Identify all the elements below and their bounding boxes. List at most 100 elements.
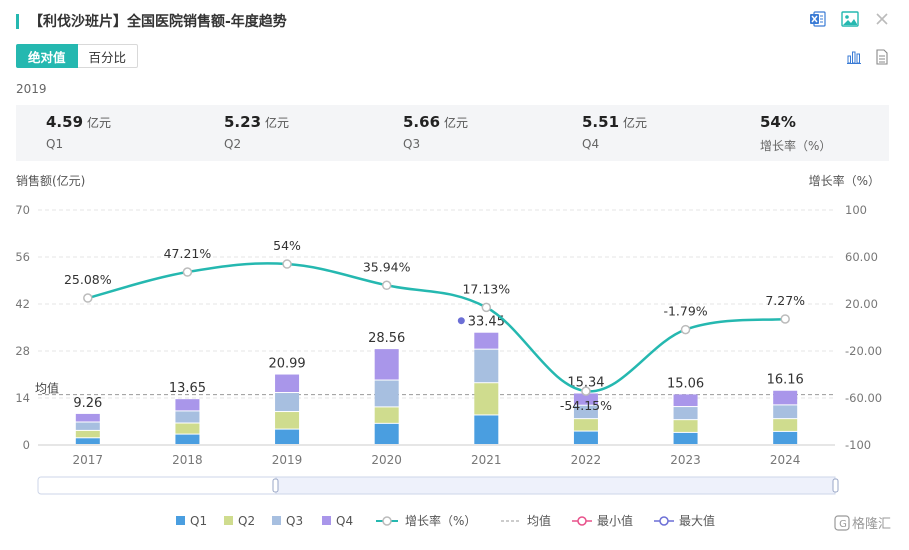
bar-segment-q1[interactable] (175, 434, 200, 444)
bar-segment-q2[interactable] (474, 383, 499, 415)
growth-label: 47.21% (164, 246, 212, 261)
growth-point[interactable] (680, 324, 691, 335)
growth-point[interactable] (182, 267, 193, 277)
bar-segment-q3[interactable] (573, 405, 598, 419)
summary-value: 5.51 (582, 113, 620, 131)
bar-chart-icon[interactable] (845, 48, 863, 66)
summary-unit: 亿元 (623, 116, 648, 130)
bar-segment-q3[interactable] (374, 380, 399, 407)
summary-value: 5.66 (403, 113, 441, 131)
bar-segment-q1[interactable] (75, 438, 100, 444)
growth-point[interactable] (481, 302, 492, 313)
growth-label: 54% (273, 238, 301, 253)
table-view-icon[interactable] (873, 48, 891, 66)
y2-tick-label: -100 (845, 438, 871, 452)
bar-segment-q4[interactable] (673, 394, 698, 407)
growth-point[interactable] (581, 386, 591, 396)
bar-segment-q2[interactable] (374, 407, 399, 423)
x-tick-label: 2017 (73, 453, 104, 467)
growth-label: 25.08% (64, 272, 112, 287)
zoom-slider-handle-left[interactable] (272, 478, 279, 493)
y-tick-label: 28 (15, 344, 30, 358)
bar-segment-q1[interactable] (773, 431, 798, 444)
summary-item-q1: 4.59 亿元 Q1 (46, 113, 111, 151)
sales-trend-chart: 销售额(亿元) 增长率（%） 0 14 28 42 56 70 -100 -60.00 -20.00… (0, 165, 909, 550)
bar-segment-q2[interactable] (75, 430, 100, 438)
growth-point[interactable] (282, 259, 292, 269)
legend-label: 最小值 (597, 513, 633, 528)
legend-label: 增长率（%） (405, 513, 476, 528)
x-tick-label: 2024 (770, 453, 801, 467)
page-title: 【利伐沙班片】全国医院销售额-年度趋势 (29, 14, 287, 30)
y-axis-title: 销售额(亿元) (16, 173, 85, 188)
bar-segment-q2[interactable] (573, 419, 598, 431)
y-tick-label: 56 (15, 250, 30, 264)
bar-segment-q4[interactable] (175, 399, 200, 411)
y2-tick-label: 100 (845, 203, 867, 217)
bar-segment-q1[interactable] (573, 431, 598, 444)
y2-tick-label: 20.00 (845, 297, 878, 311)
bar-segment-q2[interactable] (773, 419, 798, 431)
y-tick-label: 0 (23, 438, 30, 452)
bar-segment-q4[interactable] (773, 390, 798, 405)
summary-value: 4.59 (46, 113, 84, 131)
legend-marker-min (577, 516, 587, 526)
excel-export-icon[interactable] (809, 10, 827, 28)
y2-axis-title: 增长率（%） (809, 173, 880, 188)
bar-segment-q3[interactable] (175, 411, 200, 423)
bar-segment-q4[interactable] (374, 349, 399, 380)
summary-item-q4: 5.51 亿元 Q4 (582, 113, 647, 151)
bar-segment-q3[interactable] (773, 405, 798, 419)
bar-segment-q2[interactable] (175, 423, 200, 434)
bar-segment-q3[interactable] (75, 422, 100, 430)
legend-label: Q2 (238, 514, 255, 528)
bar-segment-q4[interactable] (573, 393, 598, 405)
bar-segment-q3[interactable] (673, 407, 698, 420)
max-marker (457, 317, 465, 325)
x-tick-label: 2018 (172, 453, 203, 467)
legend-swatch-q1[interactable] (176, 516, 185, 525)
close-icon[interactable] (873, 10, 891, 28)
summary-value: 5.23 (224, 113, 262, 131)
absolute-value-tab[interactable]: 绝对值 (16, 44, 78, 68)
bar-total-label: 15.06 (667, 376, 704, 391)
growth-label: 17.13% (462, 281, 510, 296)
chart-view-switcher (845, 48, 891, 66)
bar-segment-q4[interactable] (275, 374, 300, 393)
value-mode-toggle: 绝对值 百分比 (16, 44, 139, 68)
x-tick-label: 2019 (272, 453, 303, 467)
x-tick-label: 2022 (571, 453, 602, 467)
bar-segment-q2[interactable] (275, 412, 300, 429)
y-tick-label: 14 (15, 391, 30, 405)
summary-unit: 亿元 (444, 116, 469, 130)
growth-label: 7.27% (765, 293, 805, 308)
bar-segment-q1[interactable] (474, 415, 499, 444)
legend-swatch-q3[interactable] (272, 516, 281, 525)
bar-segment-q1[interactable] (374, 423, 399, 444)
bar-total-label: 9.26 (73, 396, 102, 411)
y2-tick-label: 60.00 (845, 250, 878, 264)
zoom-slider-range[interactable] (275, 476, 836, 495)
top-toolbar (809, 10, 891, 28)
bar-segment-q3[interactable] (474, 349, 499, 383)
growth-point[interactable] (83, 293, 93, 303)
summary-label: Q3 (403, 137, 421, 151)
bar-segment-q4[interactable] (75, 413, 100, 422)
legend-marker-growth (382, 516, 392, 526)
legend-swatch-q2[interactable] (224, 516, 233, 525)
growth-point[interactable] (381, 280, 392, 291)
growth-point[interactable] (780, 314, 790, 324)
percentage-tab[interactable]: 百分比 (77, 44, 139, 68)
legend-label: Q1 (190, 514, 207, 528)
bar-segment-q4[interactable] (474, 332, 499, 349)
legend-swatch-q4[interactable] (322, 516, 331, 525)
bar-segment-q1[interactable] (673, 432, 698, 444)
bar-segment-q1[interactable] (275, 429, 300, 444)
watermark-logo-icon (834, 515, 850, 531)
bar-segment-q2[interactable] (673, 420, 698, 432)
image-download-icon[interactable] (841, 10, 859, 28)
growth-label: -1.79% (663, 304, 707, 319)
bar-total-label: 13.65 (169, 381, 206, 396)
zoom-slider-handle-right[interactable] (832, 478, 839, 493)
bar-segment-q3[interactable] (275, 393, 300, 412)
